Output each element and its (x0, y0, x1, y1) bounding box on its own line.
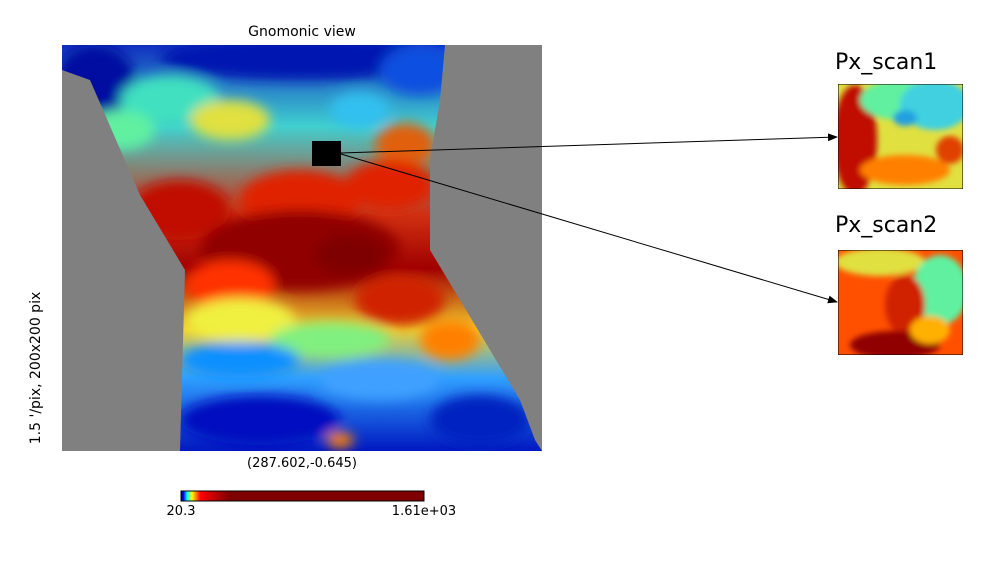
scan1-title: Px_scan1 (835, 50, 938, 75)
selection-box (312, 141, 341, 166)
colorbar-max-label: 1.61e+03 (391, 504, 457, 519)
resolution-label: 1.5 '/pix, 200x200 pix (28, 291, 44, 445)
arrow-to-scan2 (340, 153, 838, 304)
gnomonic-map (62, 45, 542, 451)
scan2-title: Px_scan2 (835, 213, 938, 238)
scan1-image (838, 84, 963, 189)
map-title: Gnomonic view (248, 24, 356, 40)
colorbar (180, 490, 425, 502)
scan2-image (838, 250, 963, 355)
center-coordinates: (287.602,-0.645) (247, 456, 357, 471)
arrow-to-scan1 (340, 133, 838, 154)
colorbar-min-label: 20.3 (166, 504, 196, 519)
